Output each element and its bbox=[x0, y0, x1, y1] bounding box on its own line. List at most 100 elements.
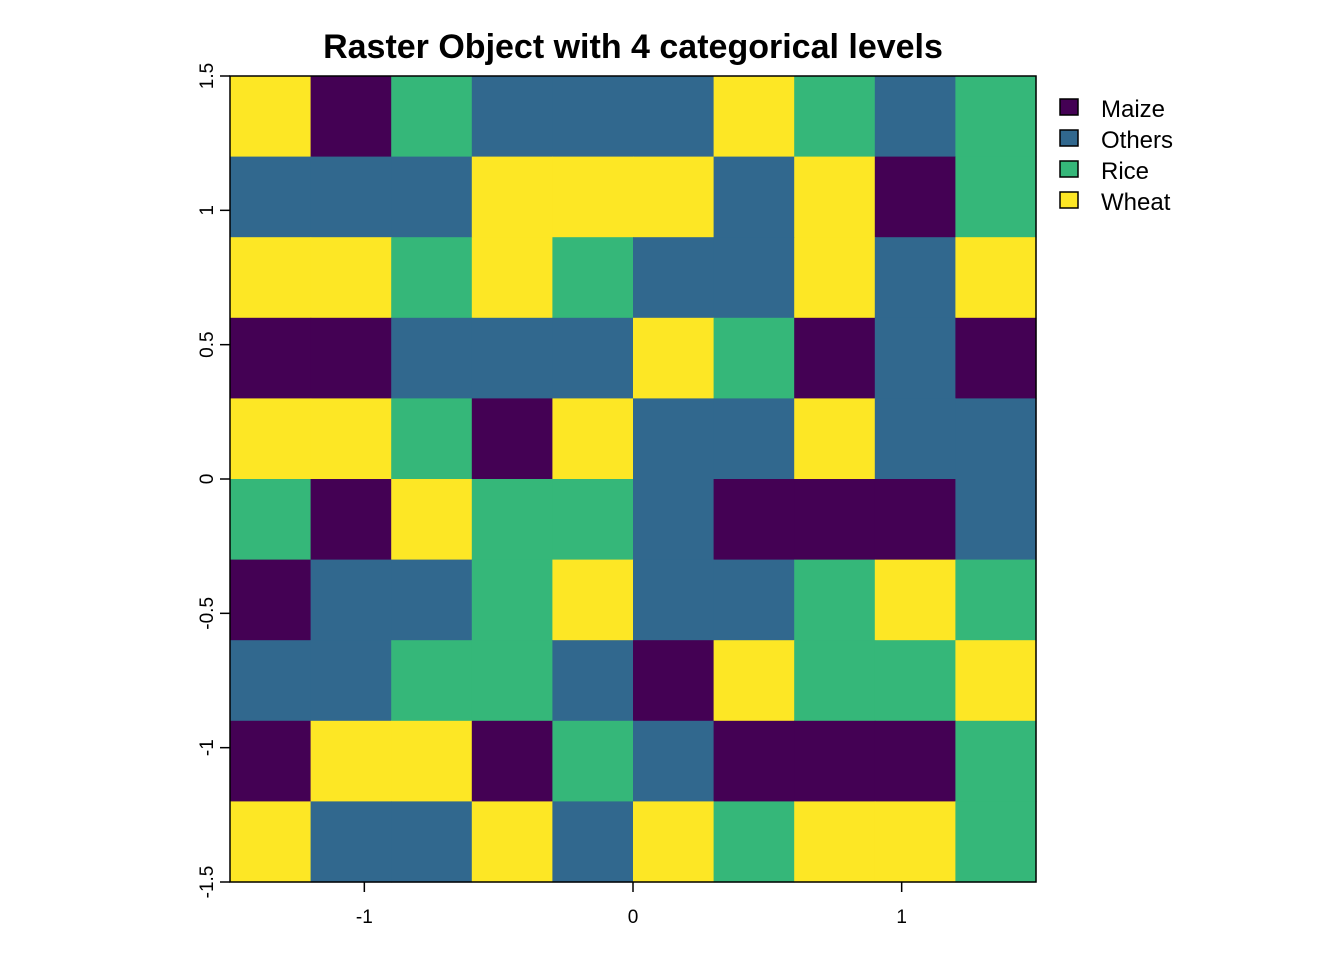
raster-cell-others bbox=[391, 317, 473, 399]
raster-cell-maize bbox=[230, 317, 312, 399]
raster-cell-rice bbox=[391, 398, 473, 480]
raster-cell-wheat bbox=[955, 237, 1037, 319]
legend-swatch-wheat bbox=[1059, 191, 1079, 209]
raster-cell-wheat bbox=[794, 398, 876, 480]
raster-cell-others bbox=[310, 801, 392, 883]
raster-cell-maize bbox=[633, 640, 715, 722]
raster-cell-others bbox=[391, 801, 473, 883]
raster-cell-others bbox=[633, 479, 715, 561]
raster-cell-wheat bbox=[310, 398, 392, 480]
y-tick-label: 1 bbox=[197, 205, 218, 216]
raster-cell-rice bbox=[230, 479, 312, 561]
raster-cell-wheat bbox=[391, 479, 473, 561]
raster-cell-others bbox=[874, 237, 956, 319]
raster-cell-others bbox=[310, 559, 392, 641]
raster-cell-maize bbox=[713, 479, 795, 561]
raster-cell-wheat bbox=[874, 559, 956, 641]
raster-cell-rice bbox=[955, 76, 1037, 158]
raster-cell-maize bbox=[310, 76, 392, 158]
raster-cell-wheat bbox=[794, 801, 876, 883]
raster-cell-maize bbox=[794, 720, 876, 802]
raster-cell-wheat bbox=[713, 640, 795, 722]
raster-cell-rice bbox=[955, 156, 1037, 238]
raster-cell-rice bbox=[713, 801, 795, 883]
raster-cell-rice bbox=[874, 640, 956, 722]
raster-cell-others bbox=[552, 640, 634, 722]
y-axis: -1.5 -1 -0.5 0 0.5 1 1.5 bbox=[197, 63, 230, 899]
raster-cell-maize bbox=[955, 317, 1037, 399]
raster-cell-maize bbox=[713, 720, 795, 802]
raster-cell-maize bbox=[230, 559, 312, 641]
y-tick-label: 1.5 bbox=[197, 63, 218, 89]
raster-cell-wheat bbox=[391, 720, 473, 802]
legend-swatch-maize bbox=[1059, 98, 1079, 116]
chart-title: Raster Object with 4 categorical levels bbox=[323, 28, 943, 66]
x-axis: -1 0 1 bbox=[356, 882, 907, 928]
raster-cell-wheat bbox=[794, 156, 876, 238]
raster-cell-wheat bbox=[633, 317, 715, 399]
raster-cell-rice bbox=[391, 237, 473, 319]
raster-cell-wheat bbox=[471, 156, 553, 238]
raster-cell-others bbox=[874, 76, 956, 158]
raster-cell-rice bbox=[794, 76, 876, 158]
raster-cell-maize bbox=[794, 479, 876, 561]
raster-cell-wheat bbox=[310, 720, 392, 802]
y-tick-label: -0.5 bbox=[197, 597, 218, 630]
raster-cell-maize bbox=[874, 156, 956, 238]
raster-cell-maize bbox=[794, 317, 876, 399]
raster-cell-maize bbox=[310, 479, 392, 561]
raster-cell-rice bbox=[471, 479, 553, 561]
raster-cell-maize bbox=[874, 720, 956, 802]
raster-cell-others bbox=[552, 76, 634, 158]
raster-cell-others bbox=[955, 398, 1037, 480]
legend: Maize Others Rice Wheat bbox=[1059, 96, 1173, 216]
raster-cell-wheat bbox=[794, 237, 876, 319]
legend-label-maize: Maize bbox=[1101, 96, 1165, 123]
raster-cell-others bbox=[391, 559, 473, 641]
raster-cell-rice bbox=[552, 237, 634, 319]
raster-cell-rice bbox=[391, 76, 473, 158]
raster-cell-rice bbox=[794, 640, 876, 722]
raster-cell-wheat bbox=[552, 559, 634, 641]
raster-cell-wheat bbox=[955, 640, 1037, 722]
raster-cell-wheat bbox=[633, 156, 715, 238]
y-tick-label: -1 bbox=[197, 739, 218, 756]
raster-cell-wheat bbox=[230, 398, 312, 480]
raster-cell-rice bbox=[955, 720, 1037, 802]
legend-swatch-others bbox=[1059, 129, 1079, 147]
legend-label-rice: Rice bbox=[1101, 158, 1149, 185]
raster-cell-others bbox=[471, 76, 553, 158]
raster-cell-maize bbox=[310, 317, 392, 399]
x-tick-label: -1 bbox=[356, 907, 373, 928]
x-tick-label: 1 bbox=[896, 907, 907, 928]
raster-cell-others bbox=[713, 398, 795, 480]
raster-cells bbox=[230, 76, 1037, 883]
raster-cell-wheat bbox=[552, 398, 634, 480]
raster-cell-wheat bbox=[633, 801, 715, 883]
raster-cell-others bbox=[874, 317, 956, 399]
raster-cell-wheat bbox=[310, 237, 392, 319]
legend-label-wheat: Wheat bbox=[1101, 189, 1171, 216]
raster-cell-others bbox=[552, 801, 634, 883]
legend-label-others: Others bbox=[1101, 127, 1173, 154]
y-tick-label: 0 bbox=[197, 474, 218, 485]
raster-cell-rice bbox=[955, 801, 1037, 883]
raster-cell-rice bbox=[471, 559, 553, 641]
raster-cell-wheat bbox=[230, 237, 312, 319]
raster-cell-others bbox=[310, 156, 392, 238]
raster-cell-others bbox=[230, 156, 312, 238]
raster-cell-rice bbox=[552, 720, 634, 802]
raster-cell-rice bbox=[794, 559, 876, 641]
raster-cell-others bbox=[471, 317, 553, 399]
x-tick-label: 0 bbox=[628, 907, 639, 928]
raster-cell-rice bbox=[713, 317, 795, 399]
raster-cell-others bbox=[633, 398, 715, 480]
raster-cell-maize bbox=[471, 720, 553, 802]
raster-cell-wheat bbox=[874, 801, 956, 883]
raster-cell-others bbox=[230, 640, 312, 722]
raster-cell-others bbox=[874, 398, 956, 480]
raster-cell-rice bbox=[471, 640, 553, 722]
y-tick-label: -1.5 bbox=[197, 866, 218, 899]
raster-cell-maize bbox=[230, 720, 312, 802]
